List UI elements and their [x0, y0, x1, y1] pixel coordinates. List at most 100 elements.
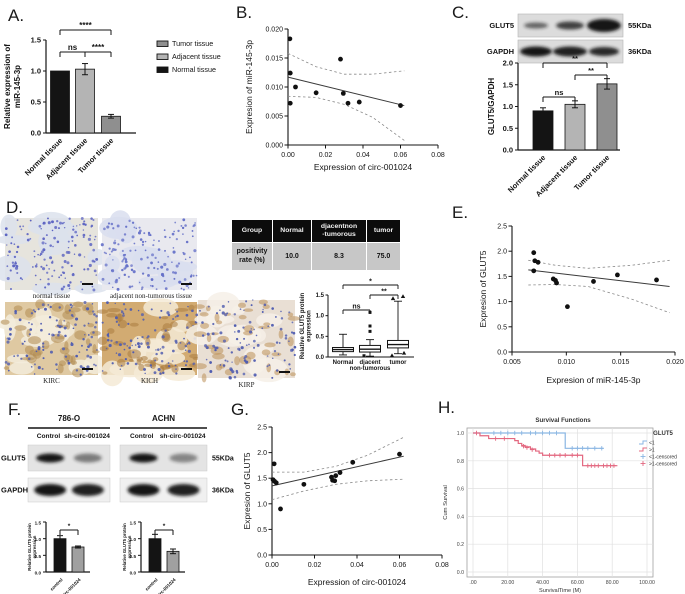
- positivity-rate-table: Group Normal djacentnon -tumorous tumor …: [231, 219, 401, 272]
- svg-text:0.2: 0.2: [457, 542, 464, 548]
- svg-text:Expresion of GLUT5: Expresion of GLUT5: [242, 452, 252, 529]
- svg-text:Tumor tissue: Tumor tissue: [172, 39, 213, 48]
- panel-d-box-plot: 0.0 0.5 1.0 1.5 Normal djacentnon-tumoroustum…: [300, 279, 414, 372]
- panel-b-label: B.: [236, 3, 253, 22]
- svg-text:*: *: [163, 523, 166, 530]
- svg-text:GLUT5/GAPDH: GLUT5/GAPDH: [487, 78, 496, 136]
- svg-text:sh-circ-001024: sh-circ-001024: [160, 433, 206, 440]
- ihc-caption-kich: KICH: [140, 377, 159, 385]
- svg-text:0.0: 0.0: [130, 571, 137, 576]
- svg-text:<1: <1: [649, 441, 655, 447]
- svg-text:sh-circ-001024: sh-circ-001024: [64, 433, 110, 440]
- svg-text:Expression of circ-001024: Expression of circ-001024: [308, 577, 407, 587]
- svg-text:0.5: 0.5: [316, 334, 325, 340]
- svg-text:expression: expression: [32, 535, 37, 558]
- svg-text:Relative GLUT5 protein: Relative GLUT5 protein: [300, 292, 306, 359]
- svg-text:0.5: 0.5: [31, 98, 41, 107]
- panel-c-label: C.: [452, 3, 469, 22]
- svg-text:0.000: 0.000: [265, 143, 283, 150]
- svg-text:0.08: 0.08: [431, 152, 445, 159]
- svg-text:**: **: [572, 54, 578, 63]
- svg-text:GLUT5: GLUT5: [489, 21, 514, 30]
- svg-text:0.8: 0.8: [457, 459, 464, 465]
- svg-text:40.00: 40.00: [536, 580, 549, 586]
- svg-text:0.0: 0.0: [257, 553, 267, 560]
- svg-text:control: control: [49, 577, 64, 592]
- svg-text:>1-censored: >1-censored: [649, 462, 677, 468]
- svg-text:miR-145-3p: miR-145-3p: [13, 65, 22, 108]
- svg-text:0.0: 0.0: [31, 129, 41, 138]
- svg-text:1.5: 1.5: [35, 521, 42, 526]
- svg-text:0.005: 0.005: [265, 114, 283, 121]
- svg-text:<1-censored: <1-censored: [649, 455, 677, 461]
- svg-text:1.0: 1.0: [503, 102, 513, 111]
- ihc-image-kich: [96, 298, 200, 387]
- svg-text:786-O: 786-O: [58, 414, 80, 423]
- svg-text:0.020: 0.020: [666, 359, 684, 366]
- table-cell-tumor: 75.0: [367, 243, 400, 271]
- svg-text:1.0: 1.0: [457, 431, 464, 437]
- svg-text:Normal: Normal: [333, 360, 354, 366]
- svg-text:0.010: 0.010: [558, 359, 576, 366]
- svg-text:0.0: 0.0: [497, 350, 507, 357]
- svg-text:0.0: 0.0: [457, 570, 464, 576]
- svg-text:*: *: [369, 279, 372, 286]
- svg-text:0.5: 0.5: [130, 554, 137, 559]
- svg-text:.00: .00: [469, 580, 476, 586]
- svg-text:1.5: 1.5: [31, 36, 41, 45]
- svg-text:0.5: 0.5: [257, 527, 267, 534]
- svg-text:expression: expression: [127, 535, 132, 558]
- svg-text:**: **: [588, 66, 594, 75]
- svg-text:0.015: 0.015: [265, 56, 283, 63]
- ihc-image-adjacent-tissue: [97, 210, 198, 291]
- svg-text:0.015: 0.015: [612, 359, 630, 366]
- svg-text:GAPDH: GAPDH: [1, 486, 28, 495]
- svg-text:0.005: 0.005: [503, 359, 521, 366]
- svg-text:SurvivalTime (M): SurvivalTime (M): [539, 588, 581, 594]
- table-header-adjacent: djacentnon -tumorous: [312, 220, 366, 243]
- panel-b-scatter-chart: 0.00 0.02 0.04 0.06 0.08 0.000 0.005 0.010 0.015…: [244, 27, 445, 173]
- panel-h-survival-chart: .00 20.00 40.00 60.00 80.00 100.00 0.0 0.2 0.4 0.…: [443, 417, 677, 594]
- svg-text:expression: expression: [307, 310, 313, 342]
- svg-text:1.0: 1.0: [31, 67, 41, 76]
- svg-text:2.0: 2.0: [497, 249, 507, 256]
- svg-text:0.5: 0.5: [35, 554, 42, 559]
- table-cell-normal: 10.0: [273, 243, 311, 271]
- svg-text:0.00: 0.00: [281, 152, 295, 159]
- svg-text:Expresion of miR-145-3p: Expresion of miR-145-3p: [244, 40, 254, 134]
- svg-text:GAPDH: GAPDH: [487, 47, 514, 56]
- svg-text:0.00: 0.00: [265, 562, 279, 569]
- ihc-caption-adjacent: adjacent non-tumorous tissue: [109, 292, 193, 300]
- svg-text:0.04: 0.04: [356, 152, 370, 159]
- svg-text:20.00: 20.00: [501, 580, 514, 586]
- svg-text:*: *: [68, 523, 71, 530]
- svg-text:0.0: 0.0: [316, 355, 325, 361]
- panel-e-scatter-chart: 0.005 0.010 0.015 0.020 0.0 0.5 1.0 1.5 2.0 2.5 Ex…: [478, 224, 684, 386]
- panel-h-label: H.: [438, 398, 455, 417]
- table-header-normal: Normal: [273, 220, 311, 243]
- svg-text:Survival Functions: Survival Functions: [535, 417, 591, 424]
- svg-text:1.5: 1.5: [497, 274, 507, 281]
- svg-text:1.0: 1.0: [130, 537, 137, 542]
- panel-f-label: F.: [8, 400, 22, 419]
- svg-text:djacent: djacent: [359, 360, 380, 366]
- svg-text:>1: >1: [649, 448, 655, 454]
- svg-text:tumor: tumor: [390, 360, 408, 366]
- svg-text:0.0: 0.0: [503, 146, 513, 155]
- svg-text:0.04: 0.04: [350, 562, 364, 569]
- svg-text:55KDa: 55KDa: [212, 456, 234, 463]
- svg-text:Control: Control: [37, 433, 61, 440]
- svg-text:Control: Control: [130, 433, 154, 440]
- svg-text:0.06: 0.06: [393, 562, 407, 569]
- svg-text:1.0: 1.0: [497, 299, 507, 306]
- svg-text:0.02: 0.02: [319, 152, 333, 159]
- svg-text:2.0: 2.0: [503, 59, 513, 68]
- svg-text:Relative GLUT5 protein: Relative GLUT5 protein: [27, 523, 32, 571]
- ihc-caption-kirp: KIRP: [238, 381, 255, 389]
- svg-text:Cum Survival: Cum Survival: [443, 485, 449, 519]
- svg-text:2.0: 2.0: [257, 450, 267, 457]
- svg-text:100.00: 100.00: [639, 580, 655, 586]
